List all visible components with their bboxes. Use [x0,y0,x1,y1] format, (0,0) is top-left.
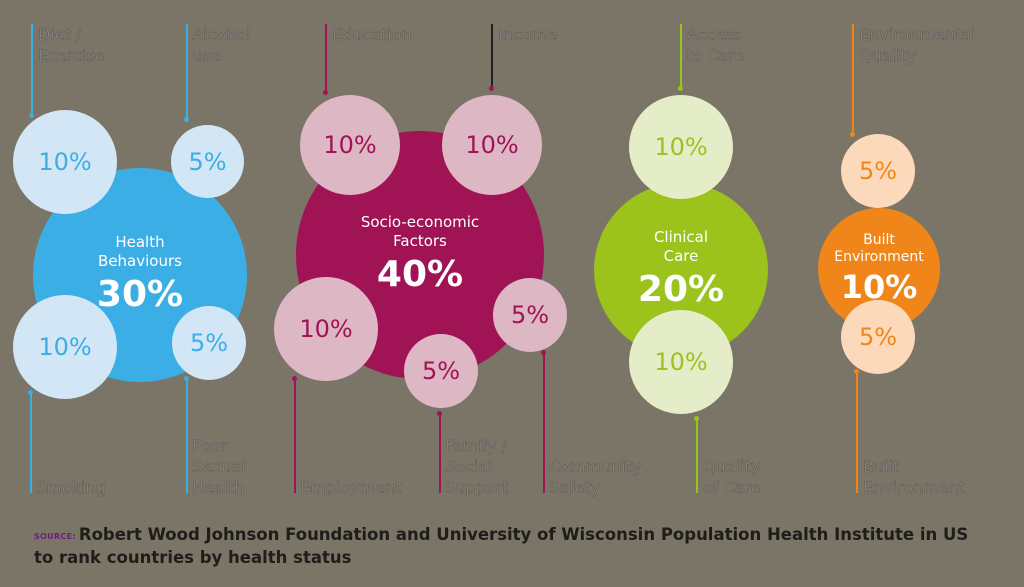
factor-label-quality-of-care: Quality of Care [703,457,761,498]
leader-dot-diet [29,113,34,118]
leader-dot-sexual-health [184,376,189,381]
factor-label-community-safety: Community Safety [549,457,642,498]
leader-line-environmental-quality [852,24,854,134]
leader-dot-education [323,90,328,95]
factor-circle-community-safety: 5% [493,278,567,352]
leader-dot-smoking [28,390,33,395]
factor-circle-employment: 10% [274,277,378,381]
leader-line-built-environment [856,371,858,493]
factor-circle-education: 10% [300,95,400,195]
factor-circle-smoking: 10% [13,295,117,399]
leader-line-sexual-health [186,378,188,493]
leader-line-alcohol [186,24,188,120]
factor-circle-family-social-support: 5% [404,334,478,408]
factor-label-environmental-quality: Environmental Quality [859,25,976,66]
leader-line-quality-of-care [696,418,698,493]
factor-circle-diet-exercise: 10% [13,110,117,214]
factor-label-alcohol-use: Alcohol use [192,25,251,66]
factor-label-family-social-support: Family / Social Support [445,436,509,498]
factor-circle-access-to-care: 10% [629,95,733,199]
leader-line-smoking [30,392,32,493]
leader-line-income [491,24,493,88]
factor-label-education: Education [332,25,412,45]
leader-dot-alcohol [184,117,189,122]
factor-label-access-to-care: Access to Care [686,25,745,66]
factor-circle-poor-sexual-health: 5% [172,306,246,380]
leader-dot-income [489,86,494,91]
leader-line-education [325,24,327,92]
source-tag: SOURCE: [34,532,76,541]
leader-dot-family-support [437,411,442,416]
leader-dot-built-environment [854,369,859,374]
leader-dot-access-to-care [678,86,683,91]
leader-dot-quality-of-care [694,416,699,421]
source-line-1: Robert Wood Johnson Foundation and Unive… [78,525,969,544]
factor-label-diet-exercise: Diet / Exercise [38,25,105,66]
leader-line-employment [294,378,296,493]
factor-circle-income: 10% [442,95,542,195]
leader-line-diet [31,24,33,116]
leader-line-community-safety [543,352,545,493]
factor-label-income: Income [498,25,557,45]
source-line-2: to rank countries by health status [34,548,352,567]
factor-circle-environmental-quality: 5% [841,134,915,208]
leader-line-family-support [439,413,441,493]
leader-dot-environmental-quality [850,132,855,137]
factor-label-smoking: Smoking [36,478,106,498]
factor-circle-quality-of-care: 10% [629,310,733,414]
factor-label-employment: Employment [300,478,402,498]
factor-circle-built-environment: 5% [841,300,915,374]
source-note: SOURCE: Robert Wood Johnson Foundation an… [34,524,968,568]
leader-line-access-to-care [680,24,682,88]
leader-dot-employment [292,376,297,381]
factor-circle-alcohol-use: 5% [171,125,244,198]
group-circle-built-environment: Built Environment 10% [818,208,940,330]
factor-label-poor-sexual-health: Poor Sexual Health [192,436,246,498]
leader-dot-community-safety [541,350,546,355]
factor-label-built-environment: Built Environment [863,457,966,498]
